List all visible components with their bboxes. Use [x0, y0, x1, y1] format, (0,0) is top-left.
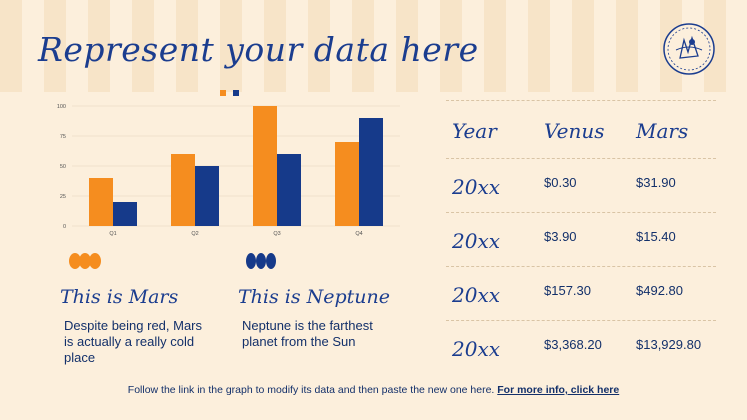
y-tick-label: 50 — [60, 164, 66, 170]
bar — [171, 154, 195, 226]
card-body-mars: Despite being red, Mars is actually a re… — [64, 318, 203, 365]
card-title-neptune: This is Neptune — [238, 286, 391, 308]
table-cell-venus: $157.30 — [544, 283, 591, 298]
table-cell-year: 20xx — [452, 283, 501, 307]
table-header-year: Year — [452, 119, 497, 143]
card-title-mars: This is Mars — [60, 286, 179, 308]
footer-text: Follow the link in the graph to modify i… — [127, 384, 498, 396]
table-cell-year: 20xx — [452, 337, 501, 361]
table-cell-year: 20xx — [452, 175, 501, 199]
header-stripes — [0, 0, 747, 92]
footer-note: Follow the link in the graph to modify i… — [0, 384, 747, 396]
table-cell-mars: $15.40 — [636, 229, 676, 244]
table-row: 20xx $3.90 $15.40 — [446, 212, 716, 267]
bar — [113, 202, 137, 226]
table-cell-venus: $3.90 — [544, 229, 577, 244]
y-tick-label: 0 — [63, 224, 66, 230]
table-cell-year: 20xx — [452, 229, 501, 253]
bar-chart[interactable]: 0 25 50 75 100 Q1 Q2 Q3 Q4 — [50, 86, 410, 246]
x-tick-label: Q2 — [191, 231, 198, 237]
y-tick-label: 100 — [57, 104, 66, 110]
table-header-mars: Mars — [636, 119, 689, 143]
neptune-dots-icon — [246, 253, 276, 269]
mars-dots-icon — [69, 253, 101, 269]
bar — [359, 118, 383, 226]
bar — [89, 178, 113, 226]
table-cell-venus: $3,368.20 — [544, 337, 602, 352]
x-tick-label: Q3 — [273, 231, 280, 237]
bar — [277, 154, 301, 226]
page-title: Represent your data here — [38, 30, 479, 69]
table-row: 20xx $157.30 $492.80 — [446, 266, 716, 321]
table-cell-venus: $0.30 — [544, 175, 577, 190]
table-cell-mars: $31.90 — [636, 175, 676, 190]
planet-emblem-icon — [663, 23, 715, 75]
y-tick-label: 25 — [60, 194, 66, 200]
bar — [253, 106, 277, 226]
legend-swatch — [220, 90, 226, 96]
bar — [195, 166, 219, 226]
x-tick-label: Q4 — [355, 231, 362, 237]
table-cell-mars: $492.80 — [636, 283, 683, 298]
table-cell-mars: $13,929.80 — [636, 337, 702, 352]
more-info-link[interactable]: For more info, click here — [497, 384, 620, 396]
card-body-neptune: Neptune is the farthest planet from the … — [242, 318, 373, 349]
table-header-venus: Venus — [544, 119, 605, 143]
x-tick-label: Q1 — [109, 231, 116, 237]
legend-swatch — [233, 90, 239, 96]
table-header-row: Year Venus Mars — [446, 100, 716, 149]
bar — [335, 142, 359, 226]
y-tick-label: 75 — [60, 134, 66, 140]
table-row: 20xx $0.30 $31.90 — [446, 158, 716, 213]
table-row: 20xx $3,368.20 $13,929.80 — [446, 320, 716, 377]
